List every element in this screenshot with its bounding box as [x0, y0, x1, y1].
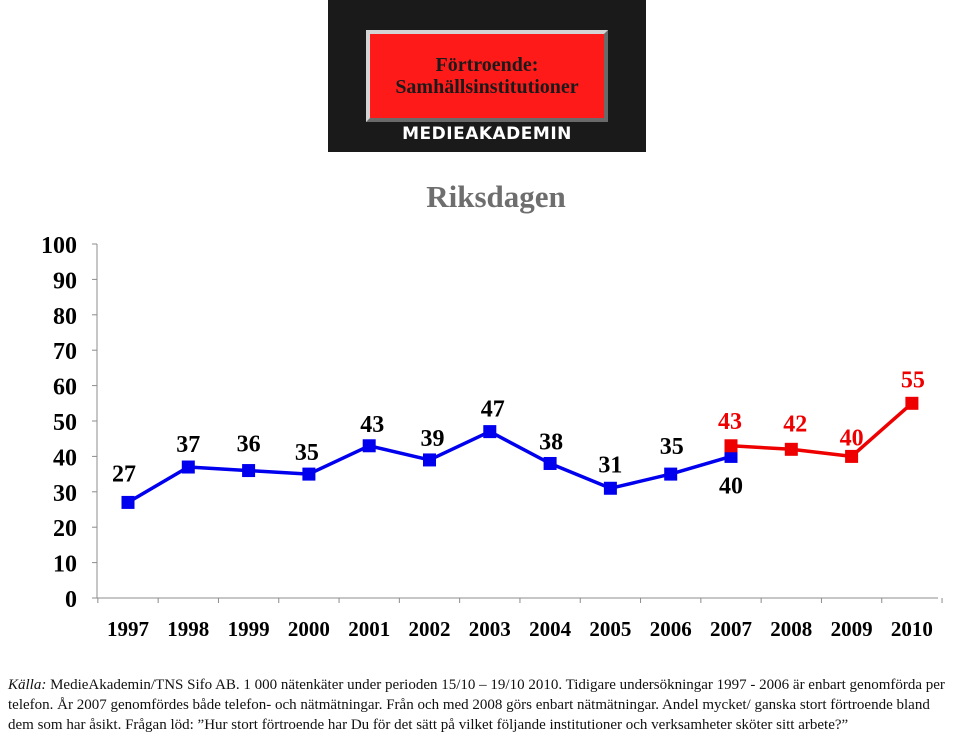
data-label: 36: [237, 432, 261, 458]
source-caption: Källa: MedieAkademin/TNS Sifo AB. 1 000 …: [8, 675, 954, 735]
data-label: 40: [719, 473, 743, 499]
data-point: [122, 496, 135, 509]
data-label: 38: [539, 429, 563, 455]
source-label: Källa:: [8, 677, 46, 693]
x-tick-label: 2008: [770, 617, 812, 641]
data-label: 37: [176, 432, 200, 458]
data-label: 27: [112, 461, 136, 487]
y-tick-label: 90: [53, 268, 77, 294]
data-point: [544, 457, 557, 470]
x-tick-label: 2010: [891, 617, 933, 641]
data-point: [483, 425, 496, 438]
data-point: [604, 482, 617, 495]
series-2: 43 42 40 55: [718, 367, 925, 463]
data-label: 35: [660, 434, 684, 460]
x-tick-label: 1997: [107, 617, 149, 641]
data-label: 42: [783, 411, 807, 437]
x-tick-label: 2003: [469, 617, 511, 641]
data-point: [423, 453, 436, 466]
data-point: [725, 439, 738, 452]
y-tick-label: 100: [41, 233, 77, 259]
source-text: MedieAkademin/TNS Sifo AB. 1 000 nätenkä…: [8, 677, 945, 733]
data-point: [664, 468, 677, 481]
y-tick-label: 50: [53, 410, 77, 436]
data-label: 40: [840, 425, 864, 451]
chart-series: 27 37 36 35 43 39 47 38 31 35 40 43 42 40 55: [112, 367, 925, 509]
data-point: [242, 464, 255, 477]
data-label: 39: [421, 426, 445, 452]
line-chart: Riksdagen 0 10 20 30 40 50 60 70 80 90 100 1997 1998…: [0, 0, 959, 665]
x-tick-label: 1999: [228, 617, 270, 641]
y-tick-label: 10: [53, 552, 77, 578]
x-tick-label: 2000: [288, 617, 330, 641]
y-tick-label: 60: [53, 375, 77, 401]
x-tick-label: 2001: [348, 617, 390, 641]
y-tick-label: 20: [53, 516, 77, 542]
x-tick-label: 2007: [710, 617, 752, 641]
y-tick-label: 40: [53, 445, 77, 471]
y-tick-label: 80: [53, 304, 77, 330]
data-point: [785, 443, 798, 456]
x-tick-label: 2006: [650, 617, 692, 641]
y-tick-label: 30: [53, 481, 77, 507]
series-1: 27 37 36 35 43 39 47 38 31 35 40: [112, 397, 743, 509]
data-point: [363, 439, 376, 452]
x-tick-label: 2004: [529, 617, 572, 641]
data-label: 43: [360, 412, 384, 438]
x-tick-label: 2002: [409, 617, 451, 641]
data-label: 55: [901, 367, 925, 393]
data-point: [845, 450, 858, 463]
series-line: [731, 403, 912, 456]
data-point: [302, 468, 315, 481]
x-tick-label: 2005: [589, 617, 631, 641]
y-tick-label: 70: [53, 339, 77, 365]
data-point: [905, 397, 918, 410]
x-tick-label: 2009: [831, 617, 873, 641]
chart-title: Riksdagen: [426, 179, 566, 214]
data-label: 31: [598, 452, 622, 478]
data-label: 47: [481, 397, 505, 423]
data-point: [182, 461, 195, 474]
data-label: 43: [718, 409, 742, 435]
x-tick-label: 1998: [167, 617, 209, 641]
y-tick-label: 0: [65, 587, 77, 613]
data-label: 35: [295, 440, 319, 466]
